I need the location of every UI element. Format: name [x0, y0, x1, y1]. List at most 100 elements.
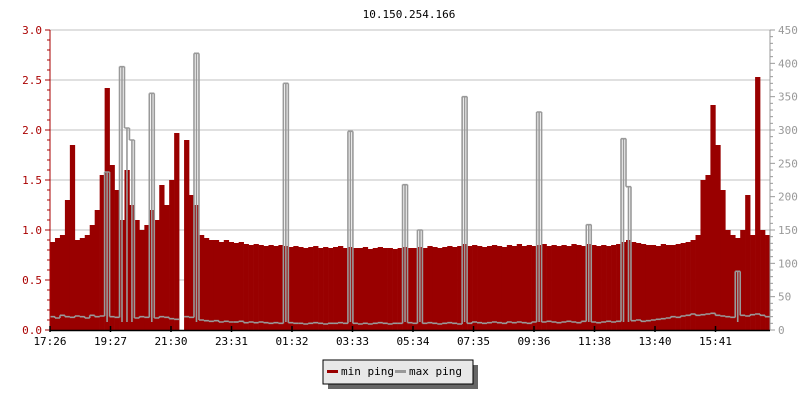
min-ping-bar — [84, 235, 91, 330]
min-ping-bar — [705, 175, 711, 330]
min-ping-bar — [273, 246, 279, 330]
x-tick-label: 21:30 — [154, 335, 187, 348]
min-ping-bar — [50, 242, 56, 330]
max-ping-segment — [754, 313, 761, 315]
max-ping-segment — [431, 322, 438, 325]
min-ping-bar — [442, 247, 448, 330]
max-ping-segment — [307, 322, 314, 325]
x-tick-label: 15:41 — [699, 335, 732, 348]
min-ping-bar — [531, 246, 537, 330]
max-ping-segment — [376, 321, 383, 324]
max-ping-segment — [456, 323, 463, 325]
min-ping-bar — [54, 238, 61, 330]
min-ping-bar — [477, 246, 483, 330]
max-ping-segment — [257, 321, 264, 323]
max-ping-segment — [734, 270, 741, 322]
max-ping-segment — [113, 316, 120, 319]
max-ping-segment — [242, 321, 249, 324]
min-ping-bar — [715, 145, 721, 330]
min-ping-bar — [298, 247, 304, 330]
min-ping-bar — [432, 247, 438, 330]
max-ping-segment — [476, 321, 482, 324]
max-ping-line — [50, 52, 770, 325]
max-ping-segment — [143, 316, 150, 319]
right-tick-label: 300 — [778, 124, 798, 137]
max-ping-segment — [88, 314, 95, 318]
min-ping-bar — [630, 242, 637, 330]
max-ping-segment — [193, 52, 199, 322]
max-ping-segment — [59, 314, 65, 318]
max-ping-segment — [640, 320, 646, 323]
max-ping-segment — [188, 316, 194, 319]
min-ping-bar — [392, 249, 398, 330]
max-ping-segment — [635, 319, 641, 321]
right-tick-label: 250 — [778, 157, 798, 170]
min-ping-bar — [452, 247, 458, 330]
max-ping-segment — [327, 322, 334, 325]
left-tick-label: 0.0 — [22, 324, 42, 337]
max-ping-segment — [198, 53, 204, 321]
max-ping-segment — [674, 316, 681, 319]
max-ping-segment — [724, 315, 731, 318]
max-ping-segment — [123, 66, 130, 322]
max-ping-segment — [108, 172, 115, 318]
legend-label-max-ping: max ping — [409, 365, 462, 378]
max-ping-segment — [630, 186, 636, 322]
min-ping-bar — [109, 165, 115, 330]
min-ping-bar — [765, 235, 771, 330]
min-ping-bar — [367, 249, 374, 330]
right-tick-label: 350 — [778, 91, 798, 104]
min-ping-bar — [635, 243, 642, 330]
left-tick-label: 1.5 — [22, 174, 42, 187]
min-ping-bar — [546, 246, 552, 330]
max-ping-segment — [118, 65, 125, 322]
min-ping-bar — [606, 246, 612, 330]
max-ping-segment — [560, 321, 567, 323]
min-ping-bar — [74, 240, 81, 330]
min-ping-bar — [184, 140, 190, 330]
min-ping-bar — [506, 245, 513, 330]
min-ping-bar — [690, 240, 696, 330]
max-ping-segment — [213, 319, 219, 322]
legend-swatch-min-ping — [327, 370, 338, 373]
max-ping-segment — [277, 322, 284, 325]
min-ping-bar — [571, 244, 577, 330]
max-ping-segment — [491, 321, 497, 323]
max-ping-segment — [158, 315, 165, 318]
max-ping-segment — [694, 314, 701, 317]
min-ping-bar — [482, 247, 488, 330]
max-ping-segment — [575, 321, 582, 324]
min-ping-bar — [318, 248, 324, 330]
max-ping-segment — [739, 271, 746, 317]
min-ping-bar — [496, 246, 503, 330]
max-ping-segment — [208, 320, 214, 323]
max-ping-segment — [590, 224, 597, 323]
max-ping-segment — [719, 315, 726, 317]
min-ping-bar — [258, 245, 264, 330]
max-ping-segment — [312, 321, 319, 324]
min-ping-bar — [665, 245, 671, 330]
max-ping-segment — [337, 321, 343, 324]
legend-label-min-ping: min ping — [341, 365, 394, 378]
max-ping-segment — [615, 320, 622, 323]
max-ping-segment — [64, 315, 70, 318]
x-axis-ticks: 17:26 19:27 21:30 23:31 01:32 03:33 05:34 07:35… — [33, 326, 732, 348]
max-ping-segment — [659, 317, 666, 320]
min-ping-bar — [243, 244, 249, 330]
min-ping-bar — [720, 190, 726, 330]
min-ping-bar — [556, 246, 562, 330]
min-ping-bar — [139, 230, 145, 330]
max-ping-segment — [173, 318, 180, 321]
min-ping-bar — [114, 190, 120, 330]
max-ping-segment — [600, 321, 607, 323]
max-ping-segment — [218, 320, 224, 323]
max-ping-segment — [133, 140, 140, 319]
max-ping-segment — [163, 316, 170, 319]
max-ping-segment — [237, 320, 244, 323]
max-ping-segment — [421, 230, 428, 325]
min-ping-bar — [740, 230, 746, 330]
min-ping-bar — [397, 248, 403, 330]
max-ping-segment — [759, 314, 766, 317]
min-ping-bar — [333, 247, 339, 330]
